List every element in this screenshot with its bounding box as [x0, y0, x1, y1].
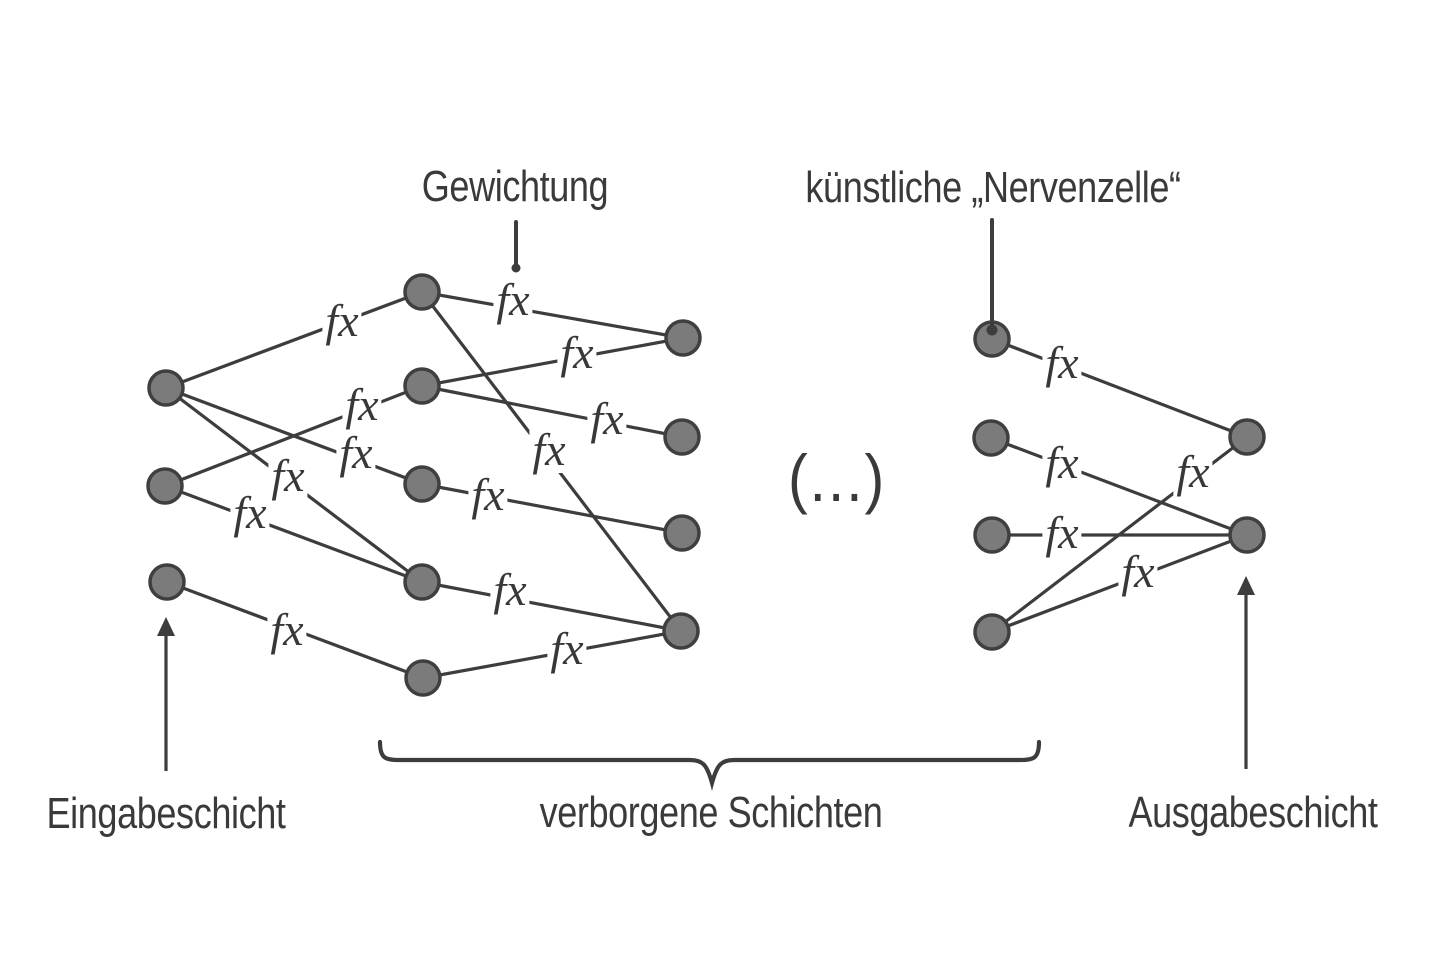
node-output-2: [1228, 516, 1266, 554]
node-hidden1-4: [403, 563, 441, 601]
output-layer-label: Ausgabeschicht: [1128, 788, 1378, 837]
edge-weight-fx-label-6: fx: [267, 607, 307, 653]
edge-hiddenN2-to-output2: [989, 436, 1249, 537]
edge-hidden11-to-hidden21: [420, 290, 685, 340]
edge-hidden12-to-hidden21: [420, 336, 685, 388]
node-hiddenN-4: [973, 613, 1011, 651]
edge-weight-fx-label-18: fx: [1118, 549, 1158, 595]
edge-weight-fx-label-4: fx: [268, 453, 308, 499]
edge-weight-fx-label-12: fx: [490, 567, 530, 613]
edge-weight-fx-label-8: fx: [557, 330, 597, 376]
edge-input1-to-hidden13: [164, 386, 424, 486]
node-hidden2-1: [664, 319, 702, 357]
node-input-2: [146, 467, 184, 505]
edge-hidden14-to-hidden24: [420, 580, 683, 633]
edge-weight-fx-label-10: fx: [529, 427, 569, 473]
hidden-layers-brace: [377, 739, 1042, 791]
edge-weight-fx-label-15: fx: [1042, 440, 1082, 486]
node-hidden2-4: [662, 612, 700, 650]
edge-weight-fx-label-2: fx: [342, 382, 382, 428]
input-layer-label: Eingabeschicht: [46, 789, 286, 838]
edge-weight-fx-label-16: fx: [1042, 510, 1082, 556]
output-layer-arrow-head: [1237, 576, 1255, 595]
node-hidden1-3: [403, 465, 441, 503]
node-hidden2-3: [663, 514, 701, 552]
neuron-pointer-dot: [986, 324, 998, 336]
node-hidden1-2: [403, 367, 441, 405]
edge-input2-to-hidden14: [163, 484, 424, 584]
edge-hiddenN1-to-output1: [990, 337, 1249, 439]
node-hiddenN-2: [972, 419, 1010, 457]
edge-hidden12-to-hidden22: [420, 384, 684, 439]
edge-weight-fx-label-5: fx: [230, 490, 270, 536]
node-input-1: [147, 369, 185, 407]
weight-label: Gewichtung: [421, 162, 609, 211]
node-input-3: [148, 563, 186, 601]
artificial-neuron-label: künstliche „Nervenzelle“: [805, 163, 1181, 212]
edge-weight-fx-label-14: fx: [1042, 340, 1082, 386]
edge-weight-fx-label-9: fx: [587, 396, 627, 442]
hidden-layers-label: verborgene Schichten: [539, 788, 883, 837]
edge-input1-to-hidden11: [164, 290, 424, 390]
input-layer-arrow-head: [157, 617, 175, 636]
edge-weight-fx-label-3: fx: [336, 430, 376, 476]
node-hidden1-5: [404, 659, 442, 697]
node-hiddenN-3: [973, 516, 1011, 554]
node-hidden2-2: [663, 418, 701, 456]
node-hidden1-1: [403, 273, 441, 311]
node-output-1: [1228, 418, 1266, 456]
edge-hidden13-to-hidden23: [420, 482, 684, 535]
weight-pointer-dot: [511, 263, 521, 273]
more-layers-ellipsis: (...): [787, 440, 887, 515]
edge-weight-fx-label-13: fx: [547, 626, 587, 672]
edge-weight-fx-label-11: fx: [468, 472, 508, 518]
edge-weight-fx-label-7: fx: [493, 277, 533, 323]
edge-weight-fx-label-1: fx: [322, 298, 362, 344]
edge-weight-fx-label-17: fx: [1173, 449, 1213, 495]
